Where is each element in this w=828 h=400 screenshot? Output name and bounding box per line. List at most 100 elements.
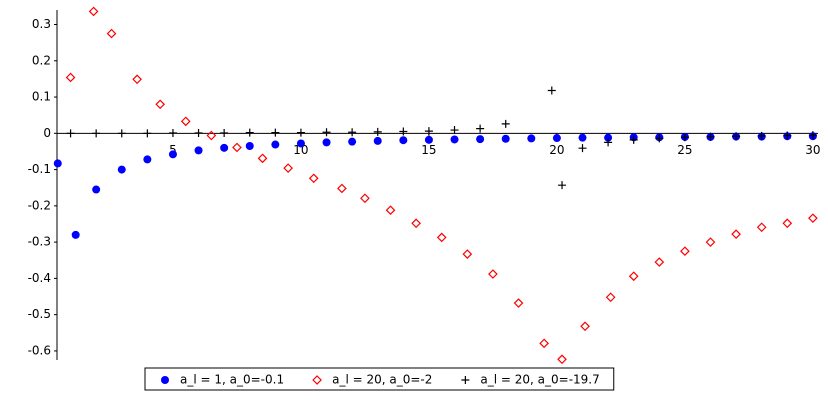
point — [578, 133, 587, 142]
point — [180, 116, 191, 127]
point — [732, 132, 741, 141]
point — [629, 135, 638, 144]
legend-marker — [312, 375, 322, 385]
point — [680, 246, 690, 257]
y-tick-label: -0.3 — [28, 235, 51, 249]
point — [143, 155, 152, 164]
point — [604, 138, 613, 147]
point — [296, 128, 305, 137]
point — [513, 298, 524, 308]
legend-label: a_l = 1, a_0=-0.1 — [180, 373, 284, 387]
point — [132, 74, 142, 85]
point — [155, 99, 166, 110]
point — [547, 86, 556, 95]
point — [488, 269, 498, 279]
point — [385, 205, 396, 216]
point — [604, 133, 613, 142]
point — [143, 129, 152, 138]
point — [348, 128, 357, 137]
point — [654, 257, 665, 267]
point — [337, 183, 347, 194]
point — [436, 232, 447, 243]
legend: a_l = 1, a_0=-0.1 a_l = 20, a_0=-2 a_l = 2… — [144, 367, 615, 391]
point — [168, 128, 177, 137]
point — [782, 218, 793, 229]
point — [580, 321, 590, 332]
point — [65, 72, 76, 83]
point — [271, 140, 280, 149]
point — [232, 142, 242, 153]
point — [168, 150, 177, 159]
point — [71, 230, 80, 239]
point — [92, 129, 101, 138]
point — [424, 135, 433, 144]
point — [757, 131, 766, 140]
point — [552, 134, 561, 143]
point — [360, 193, 370, 204]
x-tick-label: 5 — [169, 143, 177, 157]
point — [462, 249, 473, 259]
point — [92, 185, 101, 194]
point — [88, 6, 99, 17]
point — [308, 173, 319, 184]
point — [220, 143, 229, 152]
point — [117, 129, 126, 138]
point — [558, 181, 567, 190]
y-tick-label: 0.2 — [32, 53, 51, 67]
point — [348, 137, 357, 146]
point — [680, 133, 689, 142]
legend-marker — [161, 376, 169, 384]
y-tick-label: -0.2 — [28, 198, 51, 212]
y-tick-label: 0.1 — [32, 90, 51, 104]
point — [476, 124, 485, 133]
point — [322, 128, 331, 137]
point — [322, 138, 331, 147]
point — [476, 135, 485, 144]
point — [373, 127, 382, 136]
point — [539, 338, 549, 349]
x-tick-label: 30 — [805, 143, 820, 157]
point — [808, 131, 817, 140]
point — [220, 128, 229, 137]
point — [628, 271, 639, 282]
point — [557, 354, 567, 365]
point — [245, 128, 254, 137]
legend-label: a_l = 20, a_0=-19.7 — [480, 373, 599, 387]
point — [206, 130, 217, 141]
point — [271, 128, 280, 137]
point — [411, 218, 421, 229]
point — [296, 139, 305, 148]
y-tick-label: 0.3 — [32, 17, 51, 31]
point — [106, 28, 117, 39]
point — [399, 127, 408, 136]
point — [53, 159, 62, 168]
legend-marker — [461, 376, 470, 384]
point — [373, 136, 382, 145]
point — [450, 135, 459, 144]
x-tick-label: 20 — [549, 143, 564, 157]
point — [501, 134, 510, 143]
point — [808, 213, 818, 224]
point — [527, 134, 536, 143]
point — [705, 237, 716, 247]
x-tick-label: 15 — [421, 143, 436, 157]
x-tick-label: 25 — [677, 143, 692, 157]
point — [605, 292, 616, 303]
x-tick-label: 10 — [293, 143, 308, 157]
point — [424, 127, 433, 136]
point — [756, 222, 767, 233]
y-tick-label: -0.4 — [28, 271, 51, 285]
legend-label: a_l = 20, a_0=-2 — [332, 373, 432, 387]
y-tick-label: 0 — [43, 126, 51, 140]
y-tick-label: -0.5 — [28, 307, 51, 321]
point — [706, 132, 715, 141]
point — [450, 126, 459, 135]
point — [66, 129, 75, 138]
legend-box — [144, 367, 615, 391]
point — [783, 131, 792, 140]
point — [578, 144, 587, 153]
point — [194, 128, 203, 137]
point — [731, 229, 741, 239]
point — [194, 146, 203, 155]
